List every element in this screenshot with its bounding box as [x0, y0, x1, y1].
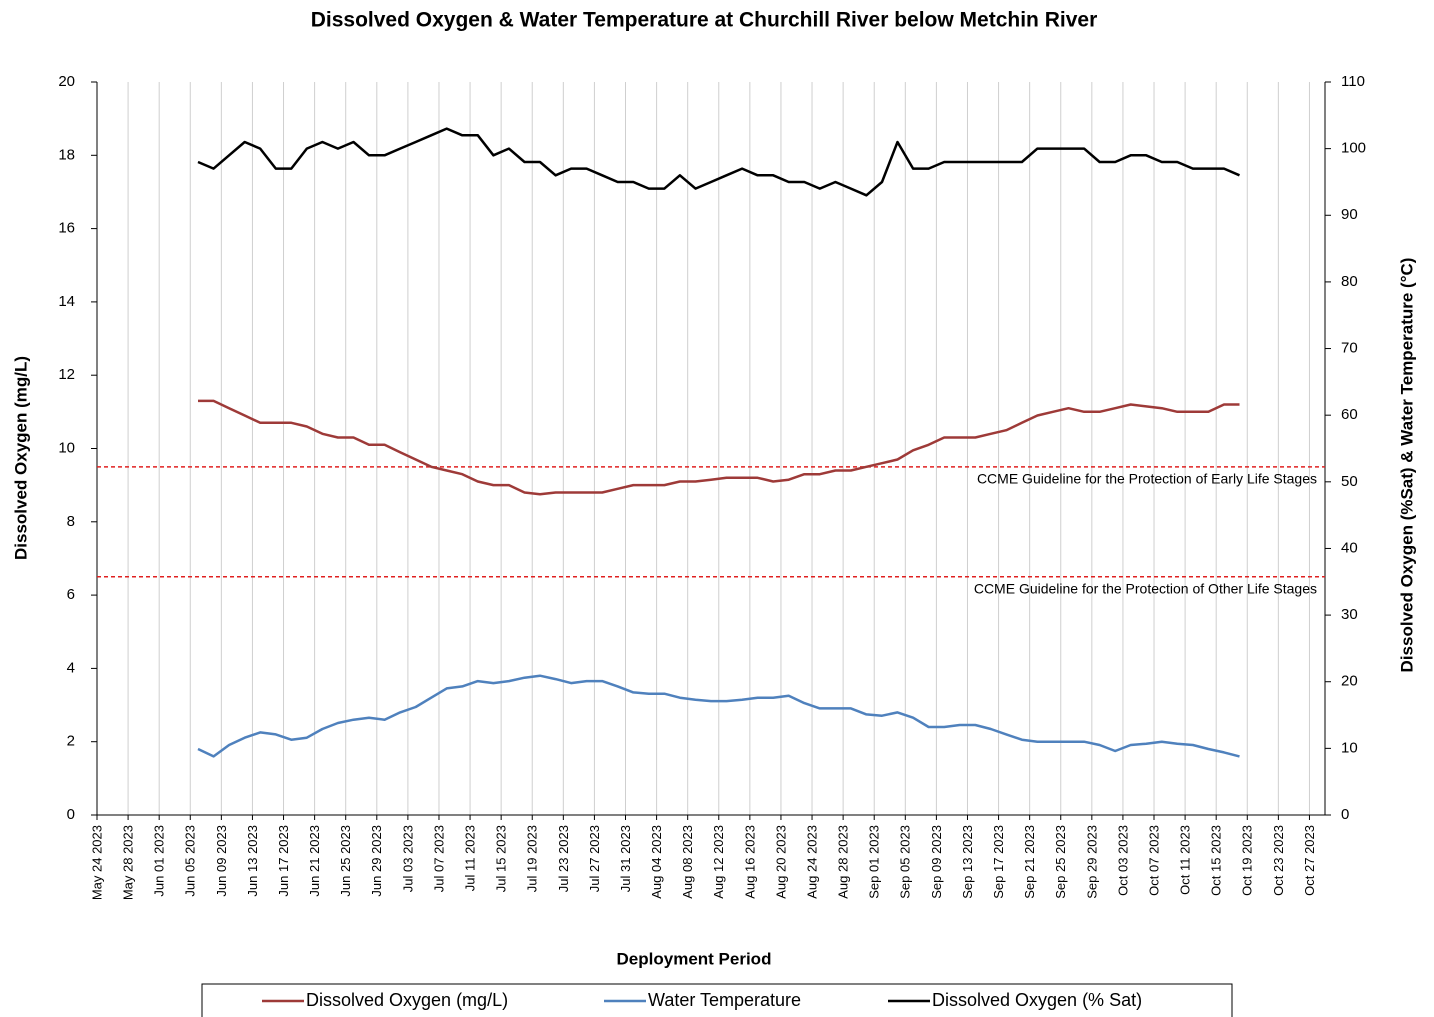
x-tick-label: Jun 25 2023: [338, 825, 353, 897]
y2-tick-label: 10: [1341, 739, 1358, 756]
x-tick-label: Oct 03 2023: [1115, 825, 1130, 896]
x-tick-label: Aug 08 2023: [680, 825, 695, 899]
x-tick-label: Oct 19 2023: [1240, 825, 1255, 896]
y2-tick-label: 70: [1341, 340, 1358, 357]
x-tick-label: Jun 29 2023: [369, 825, 384, 897]
y-tick-label: 12: [58, 366, 75, 383]
y2-tick-label: 50: [1341, 473, 1358, 490]
series-line: [197, 674, 1240, 758]
y2-tick-label: 60: [1341, 406, 1358, 423]
legend-box: [201, 983, 1233, 1017]
x-tick-label: May 24 2023: [89, 825, 104, 900]
x-tick-label: Aug 04 2023: [649, 825, 664, 899]
guideline-label: CCME Guideline for the Protection of Ear…: [977, 471, 1317, 487]
x-tick-label: Jun 17 2023: [276, 825, 291, 897]
x-tick-label: Oct 11 2023: [1178, 825, 1193, 895]
y-tick-label: 14: [58, 293, 75, 310]
x-tick-label: Oct 07 2023: [1146, 825, 1161, 896]
x-axis-title: Deployment Period: [617, 949, 772, 968]
legend-label: Dissolved Oxygen (mg/L): [306, 990, 508, 1010]
y-tick-label: 8: [67, 513, 75, 530]
x-tick-label: Jul 07 2023: [431, 825, 446, 892]
y-tick-label: 0: [67, 806, 75, 823]
x-tick-label: Jul 31 2023: [618, 825, 633, 892]
x-tick-label: Oct 15 2023: [1209, 825, 1224, 896]
series-line: [198, 399, 1240, 496]
x-tick-label: Jun 21 2023: [307, 825, 322, 897]
x-tick-label: Oct 23 2023: [1271, 825, 1286, 896]
y-tick-label: 4: [67, 659, 75, 676]
x-tick-label: Sep 09 2023: [929, 825, 944, 899]
y-tick-label: 6: [67, 586, 75, 603]
x-tick-label: Sep 21 2023: [1022, 825, 1037, 899]
x-tick-label: Jul 03 2023: [400, 825, 415, 892]
x-tick-label: Aug 12 2023: [711, 825, 726, 899]
y2-axis-title: Dissolved Oxygen (%Sat) & Water Temperat…: [1397, 258, 1416, 673]
x-tick-label: Sep 05 2023: [898, 825, 913, 899]
y2-tick-label: 40: [1341, 539, 1358, 556]
x-tick-label: Jun 09 2023: [214, 825, 229, 897]
x-tick-label: Jul 15 2023: [494, 825, 509, 892]
x-tick-label: Jul 19 2023: [525, 825, 540, 892]
x-tick-label: Aug 24 2023: [804, 825, 819, 899]
x-tick-label: Aug 16 2023: [742, 825, 757, 899]
x-tick-label: Jul 11 2023: [463, 825, 478, 891]
series-line: [197, 127, 1240, 197]
x-tick-label: Sep 01 2023: [867, 825, 882, 899]
y2-tick-label: 0: [1341, 806, 1349, 823]
x-tick-label: Jun 05 2023: [183, 825, 198, 897]
y-tick-label: 18: [58, 146, 75, 163]
x-tick-label: Sep 13 2023: [960, 825, 975, 899]
x-tick-label: Oct 27 2023: [1302, 825, 1317, 896]
x-tick-label: Sep 25 2023: [1053, 825, 1068, 899]
x-tick-label: Aug 20 2023: [773, 825, 788, 899]
y-axis-title: Dissolved Oxygen (mg/L): [11, 356, 30, 560]
y-tick-label: 20: [58, 73, 75, 90]
y-tick-label: 2: [67, 733, 75, 750]
chart-title: Dissolved Oxygen & Water Temperature at …: [311, 9, 1098, 32]
y2-tick-label: 100: [1341, 140, 1366, 157]
y-tick-label: 16: [58, 220, 75, 237]
x-tick-label: Jun 13 2023: [245, 825, 260, 897]
y2-tick-label: 110: [1341, 73, 1365, 90]
y2-tick-label: 90: [1341, 206, 1358, 223]
legend-label: Water Temperature: [648, 990, 801, 1010]
x-tick-label: Jun 01 2023: [152, 825, 167, 897]
y2-tick-label: 20: [1341, 673, 1358, 690]
legend-label: Dissolved Oxygen (% Sat): [932, 990, 1142, 1010]
x-tick-label: May 28 2023: [121, 825, 136, 900]
x-tick-label: Jul 27 2023: [587, 825, 602, 892]
y2-tick-label: 80: [1341, 273, 1358, 290]
x-tick-label: Jul 23 2023: [556, 825, 571, 892]
guideline-label: CCME Guideline for the Protection of Oth…: [974, 580, 1317, 596]
x-tick-label: Sep 17 2023: [991, 825, 1006, 899]
x-tick-label: Sep 29 2023: [1084, 825, 1099, 899]
x-tick-label: Aug 28 2023: [836, 825, 851, 899]
y2-tick-label: 30: [1341, 606, 1358, 623]
y-tick-label: 10: [58, 439, 75, 456]
